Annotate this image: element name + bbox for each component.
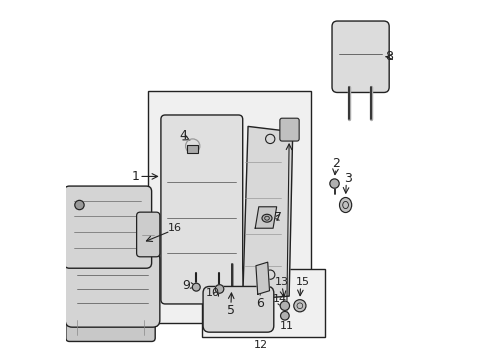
Text: 5: 5 [226,304,234,317]
Circle shape [75,201,84,210]
Text: 6: 6 [255,297,263,310]
FancyBboxPatch shape [65,252,160,327]
FancyBboxPatch shape [66,315,155,342]
Polygon shape [242,126,292,300]
FancyBboxPatch shape [161,115,242,304]
FancyBboxPatch shape [203,287,273,332]
Circle shape [192,283,200,291]
FancyBboxPatch shape [64,186,151,268]
Text: 14: 14 [273,294,286,303]
Text: 9: 9 [183,279,190,292]
FancyBboxPatch shape [279,118,299,141]
Circle shape [293,300,305,312]
Circle shape [280,301,289,310]
Circle shape [329,179,339,188]
Text: 1: 1 [131,170,139,183]
Text: 4: 4 [180,129,187,142]
Bar [201,269,324,337]
FancyBboxPatch shape [331,21,388,93]
Bar [187,145,198,153]
Text: 3: 3 [344,172,351,185]
Text: 15: 15 [295,277,309,287]
Bar [187,145,198,153]
Circle shape [215,285,224,293]
Polygon shape [255,262,269,294]
Text: 13: 13 [274,277,288,287]
FancyBboxPatch shape [136,212,160,257]
Text: 16: 16 [167,223,182,233]
Ellipse shape [339,198,351,212]
Text: 11: 11 [279,321,293,332]
Circle shape [280,311,288,320]
Text: 8: 8 [385,50,392,63]
Text: 10: 10 [205,288,219,297]
Polygon shape [255,207,276,228]
Bar [148,91,310,323]
Text: 2: 2 [331,157,339,170]
Text: 7: 7 [273,211,281,224]
Text: 12: 12 [253,340,267,350]
Ellipse shape [262,214,271,222]
